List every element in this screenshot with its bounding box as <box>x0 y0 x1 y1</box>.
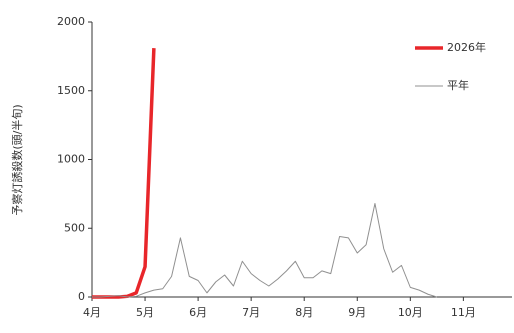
x-tick-label: 7月 <box>242 306 260 319</box>
y-tick-label: 0 <box>78 290 85 303</box>
legend-label: 2026年 <box>447 40 486 54</box>
y-tick-label: 1500 <box>57 84 85 97</box>
series-line <box>92 48 156 299</box>
x-tick-label: 10月 <box>398 306 423 319</box>
y-axis-label: 予察灯誘殺数(頭/半旬) <box>10 104 24 215</box>
y-tick-label: 1000 <box>57 153 85 166</box>
x-tick-label: 8月 <box>295 306 313 319</box>
x-tick-label: 6月 <box>189 306 207 319</box>
x-tick-label: 11月 <box>451 306 476 319</box>
legend-label: 平年 <box>447 78 469 92</box>
series-line <box>92 203 437 298</box>
y-tick-label: 2000 <box>57 15 85 28</box>
x-tick-label: 4月 <box>83 306 101 319</box>
x-tick-label: 9月 <box>348 306 366 319</box>
y-tick-label: 500 <box>64 221 85 234</box>
x-tick-label: 5月 <box>136 306 154 319</box>
